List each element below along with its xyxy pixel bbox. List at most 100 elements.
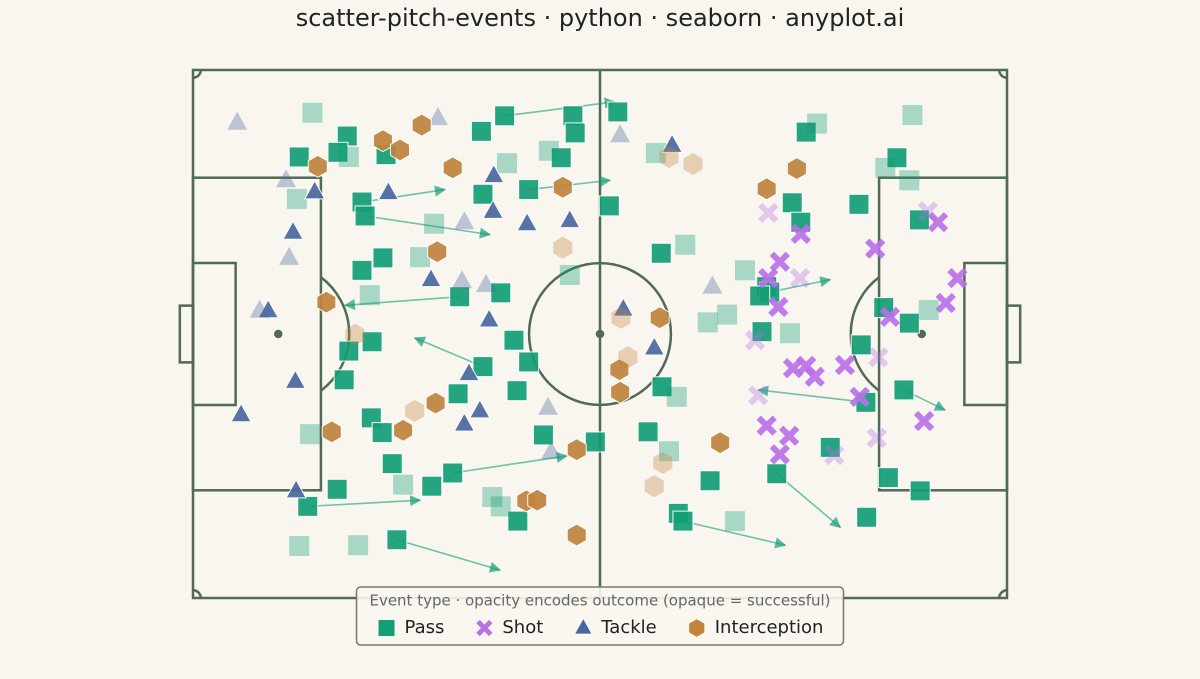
event-square [781, 192, 803, 214]
pass-arrow [776, 473, 842, 529]
legend-marker [378, 620, 395, 636]
event-x [758, 202, 779, 223]
event-triangle [279, 246, 300, 265]
event-square [288, 146, 310, 168]
event-triangle [282, 220, 304, 240]
event-square [658, 441, 679, 462]
event-square [472, 183, 494, 205]
event-square [850, 334, 872, 356]
event-square [848, 193, 870, 215]
pass-arrow [504, 97, 616, 117]
event-square [410, 247, 431, 268]
event-hexagon [609, 358, 630, 382]
penalty-arc [849, 276, 880, 392]
event-square [598, 195, 620, 217]
event-square [918, 299, 939, 320]
event-x [758, 267, 779, 289]
pass-arrow [413, 336, 484, 368]
event-square [447, 383, 469, 405]
event-x [866, 427, 887, 449]
event-hexagon [372, 129, 393, 153]
pass-arrow [343, 295, 460, 311]
event-triangle [453, 412, 476, 432]
event-square [482, 487, 503, 508]
event-square [470, 120, 492, 142]
points [227, 101, 968, 556]
event-x [849, 386, 870, 408]
event-triangle [420, 267, 442, 288]
event-triangle [249, 299, 270, 318]
event-hexagon [649, 306, 670, 330]
event-square [584, 431, 606, 453]
event-x [868, 347, 889, 368]
event-triangle [227, 111, 248, 130]
event-square [807, 113, 828, 134]
chart-title: scatter-pitch-events · python · seaborn … [296, 4, 905, 32]
event-square [564, 122, 586, 144]
event-x [879, 306, 901, 328]
event-hexagon [610, 380, 631, 404]
event-hexagon [566, 438, 587, 462]
pass-arrow [364, 215, 492, 239]
event-x [789, 267, 811, 289]
pass-arrows [307, 97, 946, 573]
event-triangle [276, 169, 297, 188]
event-square [795, 121, 817, 143]
event-x [804, 366, 825, 387]
event-x [927, 212, 949, 233]
legend-box [355, 586, 845, 646]
event-triangle [558, 208, 581, 229]
pass-arrow [307, 495, 422, 508]
event-hexagon [611, 306, 631, 329]
pass-arrow [452, 451, 568, 474]
event-square [289, 535, 310, 556]
event-x [769, 251, 790, 272]
event-square [496, 153, 517, 174]
event-square [393, 474, 414, 495]
event-hexagon [756, 177, 777, 201]
event-square [386, 529, 408, 551]
event-hexagon [644, 475, 664, 498]
event-x [917, 201, 939, 222]
event-square [286, 188, 307, 209]
pitch-line [1005, 304, 1022, 364]
event-square [503, 329, 525, 351]
event-triangle [476, 274, 497, 293]
pass-arrow [396, 538, 502, 573]
legend-title: Event type · opacity encodes outcome (op… [369, 592, 830, 610]
center-spot [595, 329, 605, 339]
event-triangle [643, 335, 666, 356]
event-triangle [257, 298, 280, 319]
event-triangle [377, 180, 400, 201]
penalty-spot [917, 329, 926, 339]
event-x [865, 238, 886, 259]
event-square [449, 286, 471, 308]
event-square [893, 379, 915, 401]
event-square [877, 467, 899, 489]
event-hexagon [659, 145, 679, 168]
event-square [607, 101, 629, 123]
event-triangle [541, 441, 562, 460]
event-square [749, 285, 771, 307]
corner-arc [192, 588, 203, 599]
event-square [666, 386, 687, 407]
legend-label: Shot [502, 617, 543, 638]
event-square [898, 312, 920, 334]
event-square [734, 260, 755, 281]
event-hexagon [307, 154, 328, 178]
event-hexagon [618, 346, 638, 369]
event-hexagon [683, 152, 703, 175]
event-square [326, 478, 348, 500]
event-square [538, 140, 559, 161]
event-square [518, 351, 540, 373]
event-square [333, 369, 355, 391]
event-hexagon [411, 113, 432, 137]
legend-label: Pass [405, 617, 445, 638]
event-square [302, 102, 323, 123]
event-square [490, 282, 512, 304]
event-square [532, 424, 554, 446]
event-square [902, 105, 923, 126]
event-square [717, 304, 738, 325]
event-square [518, 179, 540, 201]
